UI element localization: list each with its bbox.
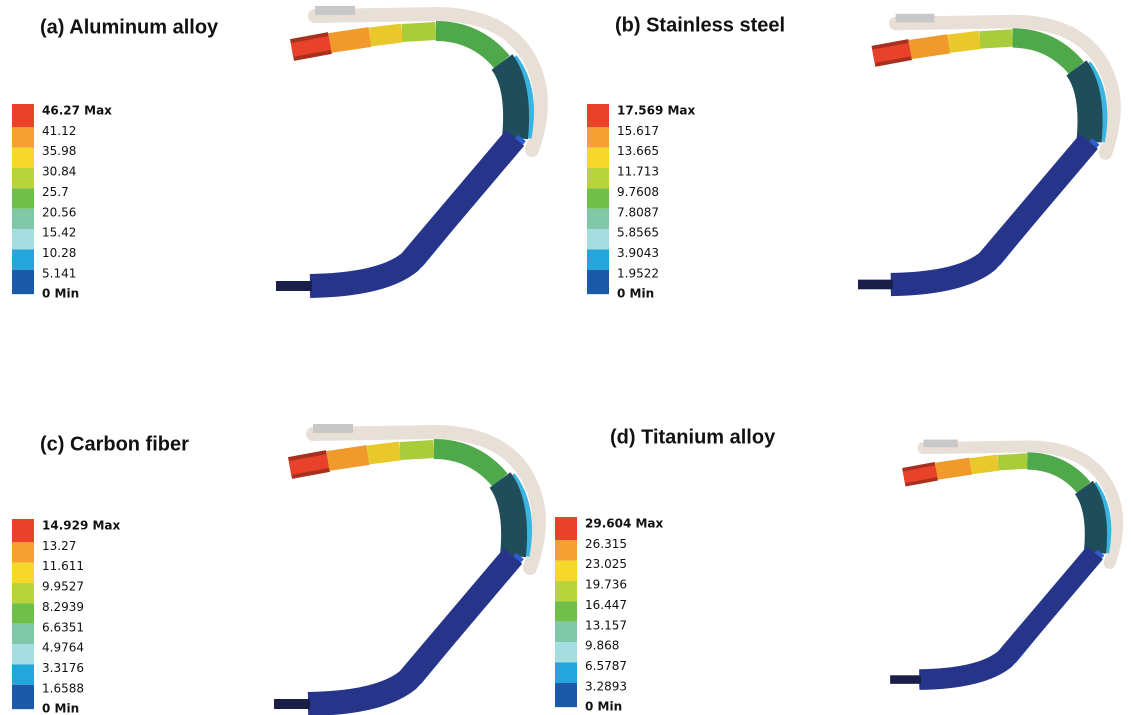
panel-title: (d) Titanium alloy — [610, 426, 776, 448]
legend-band — [555, 622, 577, 642]
legend-band — [12, 188, 34, 208]
legend-label: 6.6351 — [42, 620, 84, 634]
legend-label: 30.84 — [42, 165, 76, 179]
legend-band — [12, 603, 34, 623]
legend-label: 3.9043 — [617, 246, 659, 260]
panel-title: (c) Carbon fiber — [40, 433, 189, 455]
legend-label: 19.736 — [585, 578, 627, 592]
legend-label: 46.27 Max — [42, 104, 112, 118]
legend-label: 9.9527 — [42, 580, 84, 594]
legend-label: 0 Min — [42, 702, 79, 715]
legend-label: 0 Min — [585, 700, 622, 714]
legend-band — [555, 683, 577, 707]
legend-band — [12, 168, 34, 188]
legend-band — [12, 644, 34, 664]
legend-label: 13.665 — [617, 144, 659, 158]
legend-band — [12, 148, 34, 168]
legend-band — [12, 685, 34, 709]
legend-label: 10.28 — [42, 246, 76, 260]
legend-label: 15.42 — [42, 226, 76, 240]
legend-label: 15.617 — [617, 124, 659, 138]
legend-label: 11.611 — [42, 559, 84, 573]
legend-label: 26.315 — [585, 537, 627, 551]
legend-band — [555, 642, 577, 662]
legend-band — [587, 249, 609, 269]
legend-label: 29.604 Max — [585, 517, 664, 531]
legend-label: 23.025 — [585, 557, 627, 571]
legend-band — [12, 229, 34, 249]
legend-band — [12, 270, 34, 294]
legend-label: 13.27 — [42, 539, 76, 553]
legend-band — [12, 664, 34, 684]
legend-label: 6.5787 — [585, 659, 627, 673]
legend-band — [587, 229, 609, 249]
deformed-part — [858, 14, 1114, 290]
legend-band — [587, 104, 609, 127]
legend-band — [555, 601, 577, 621]
deformed-part — [276, 6, 541, 291]
legend-band — [555, 581, 577, 601]
legend-label: 0 Min — [617, 287, 654, 301]
page: (a) Aluminum alloy 46.27 Max 41.12 35.98 30.… — [0, 0, 1131, 715]
legend-band — [12, 519, 34, 542]
legend-band — [555, 517, 577, 540]
legend-band — [12, 542, 34, 562]
panel-title: (a) Aluminum alloy — [40, 16, 219, 38]
legend-label: 3.3176 — [42, 661, 84, 675]
legend-label: 20.56 — [42, 205, 76, 219]
legend-band — [587, 168, 609, 188]
legend-band — [587, 188, 609, 208]
legend-band — [12, 209, 34, 229]
legend-band — [555, 561, 577, 581]
legend-band — [555, 662, 577, 682]
legend-label: 9.868 — [585, 639, 619, 653]
legend-band — [12, 624, 34, 644]
legend-band — [587, 148, 609, 168]
figure: (a) Aluminum alloy 46.27 Max 41.12 35.98 30.… — [0, 0, 1131, 715]
legend-label: 16.447 — [585, 598, 627, 612]
legend-label: 7.8087 — [617, 205, 659, 219]
legend-band — [12, 583, 34, 603]
legend-label: 1.6588 — [42, 681, 84, 695]
legend-band — [587, 270, 609, 294]
legend-label: 1.9522 — [617, 266, 659, 280]
legend-label: 41.12 — [42, 124, 76, 138]
legend-band — [12, 104, 34, 127]
legend-label: 11.713 — [617, 165, 659, 179]
legend-label: 4.9764 — [42, 641, 84, 655]
legend-band — [12, 127, 34, 147]
legend-label: 13.157 — [585, 618, 627, 632]
legend-label: 5.141 — [42, 266, 76, 280]
legend-label: 9.7608 — [617, 185, 659, 199]
legend-band — [12, 249, 34, 269]
legend-label: 17.569 Max — [617, 104, 696, 118]
legend-label: 8.2939 — [42, 600, 84, 614]
deformed-part — [890, 440, 1117, 684]
legend-label: 35.98 — [42, 144, 76, 158]
legend-label: 3.2893 — [585, 679, 627, 693]
deformed-part — [274, 424, 539, 709]
legend-label: 5.8565 — [617, 226, 659, 240]
legend-band — [587, 209, 609, 229]
legend-label: 25.7 — [42, 185, 69, 199]
panel-title: (b) Stainless steel — [615, 14, 785, 36]
legend-band — [587, 127, 609, 147]
legend-band — [555, 540, 577, 560]
legend-band — [12, 563, 34, 583]
legend-label: 0 Min — [42, 287, 79, 301]
legend-label: 14.929 Max — [42, 519, 121, 533]
